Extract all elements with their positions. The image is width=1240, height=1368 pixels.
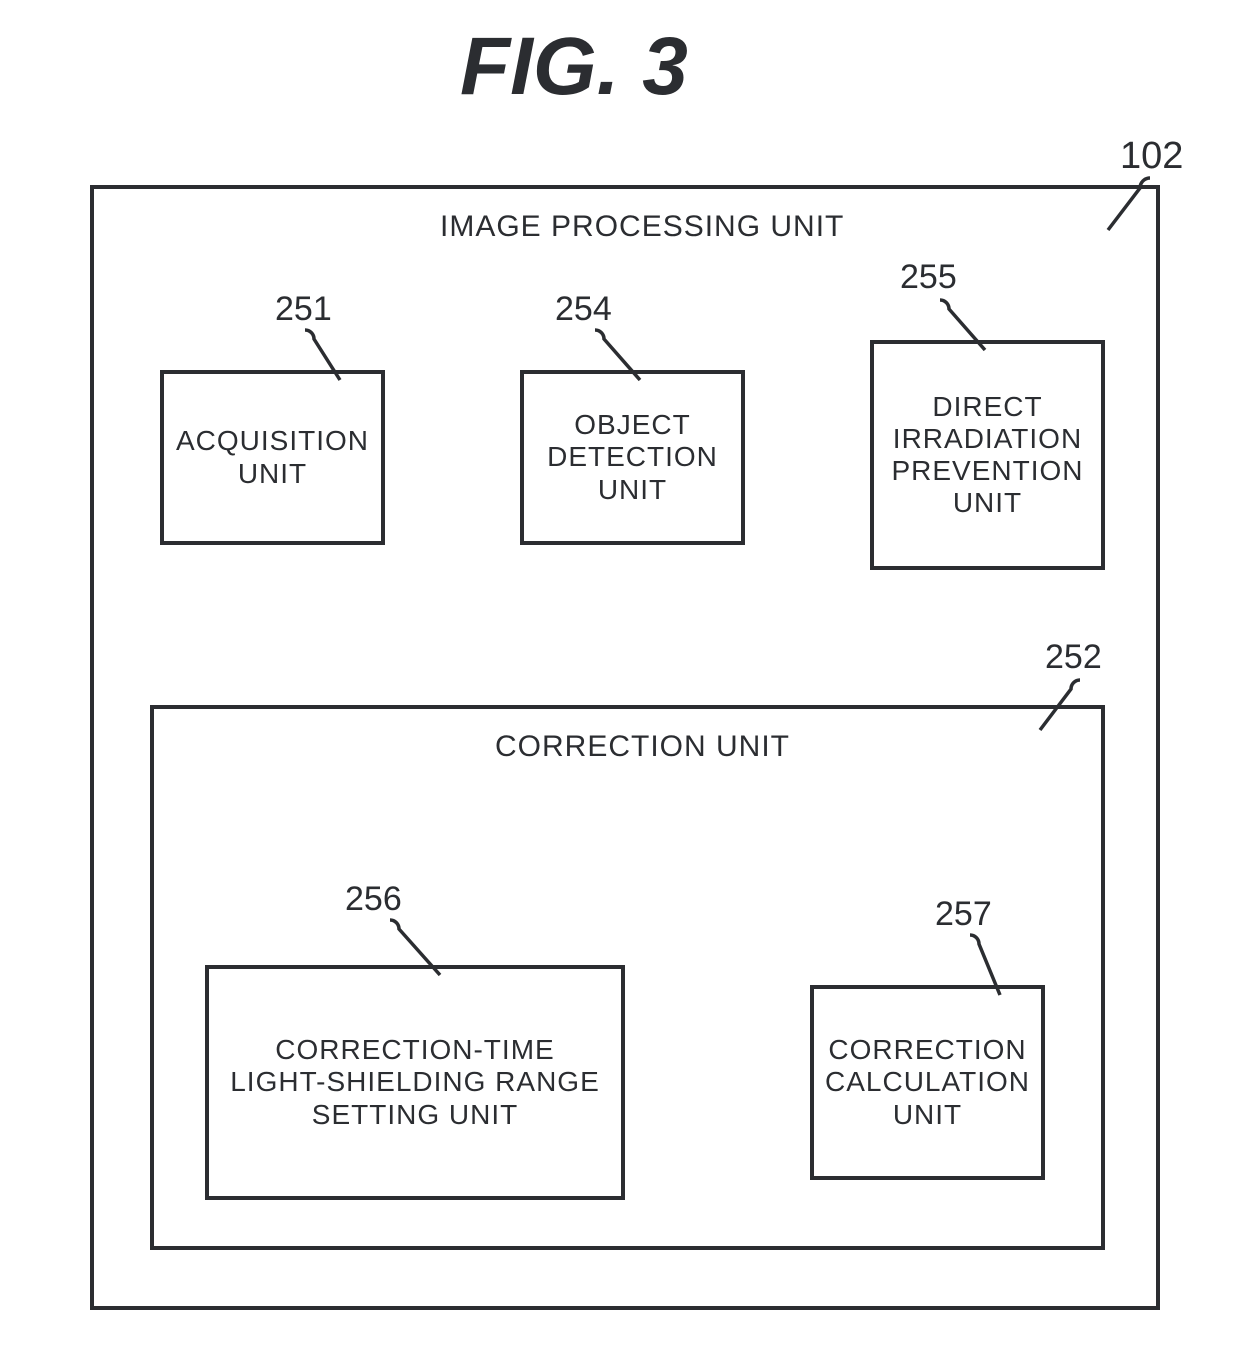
leader-257 — [0, 0, 1240, 1368]
diagram-canvas: FIG. 3 IMAGE PROCESSING UNIT 102 ACQUISI… — [0, 0, 1240, 1368]
